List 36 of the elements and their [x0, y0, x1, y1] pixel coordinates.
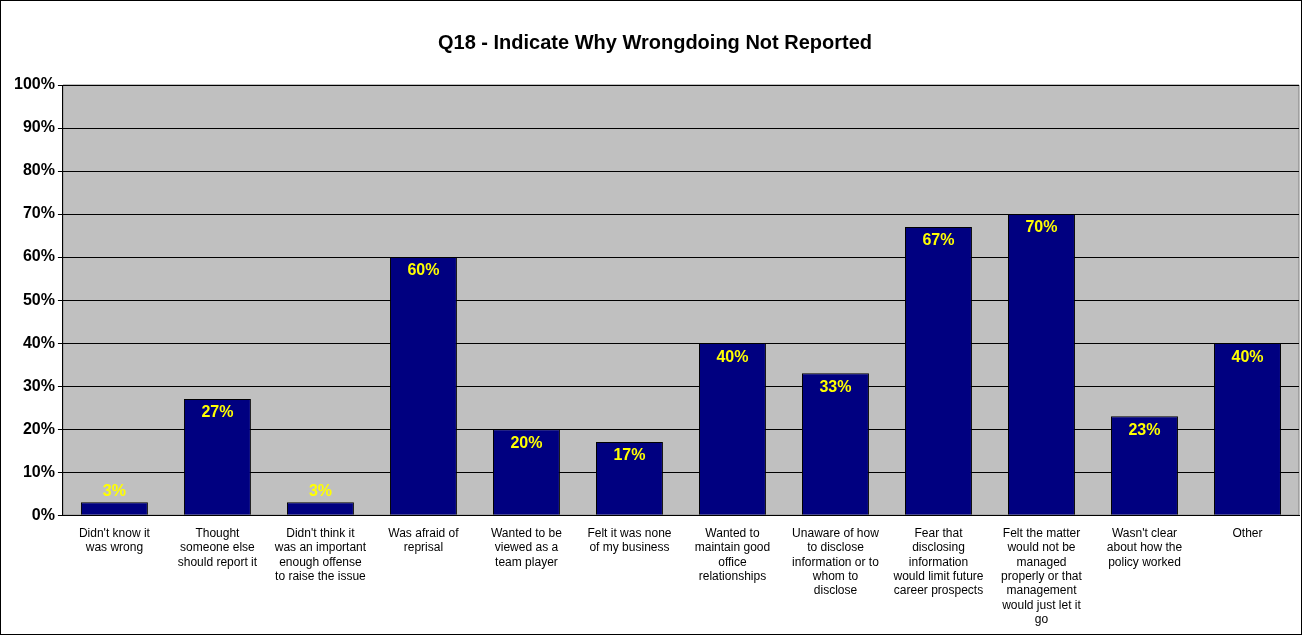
x-tick-label: Didn't think it was an important enough offense to raise the issue [273, 525, 367, 583]
data-label: 70% [1025, 218, 1058, 236]
y-tick-label: 90% [22, 118, 55, 136]
y-tick-label: 10% [22, 462, 55, 480]
y-tick-label: 30% [22, 376, 55, 394]
data-label: 33% [819, 377, 852, 395]
x-tick-label: Thought someone else should report it [177, 525, 258, 569]
data-label: 17% [613, 446, 646, 464]
y-tick-label: 0% [31, 505, 55, 523]
chart-title: Q18 - Indicate Why Wrongdoing Not Reported [437, 30, 873, 53]
data-label: 40% [716, 347, 749, 365]
x-tick-label: Unaware of how to disclose information or to whom to disclose [792, 525, 880, 598]
data-label: 60% [407, 261, 440, 279]
x-tick-label: Wasn't clear about how the policy worked [1106, 525, 1183, 569]
y-tick-label: 100% [14, 75, 55, 93]
x-tick-label: Was afraid of reprisal [388, 525, 460, 555]
x-tick-label: Wanted to maintain good office relationships [694, 525, 771, 583]
y-tick-label: 60% [22, 247, 55, 265]
data-label: 3% [102, 481, 126, 499]
y-tick-label: 50% [22, 290, 55, 308]
y-tick-label: 70% [22, 204, 55, 222]
data-label: 27% [201, 403, 234, 421]
data-label: 23% [1128, 420, 1161, 438]
y-tick-label: 80% [22, 161, 55, 179]
x-tick-label: Wanted to be viewed as a team player [490, 525, 563, 569]
x-tick-label: Fear that disclosing information would limit future career prospects [892, 525, 984, 598]
x-tick-label: Didn't know it was wrong [78, 525, 151, 555]
data-label: 67% [922, 231, 955, 249]
data-label: 40% [1231, 347, 1264, 365]
x-tick-label: Other [1232, 525, 1263, 540]
data-label: 20% [510, 433, 543, 451]
data-label: 3% [308, 481, 332, 499]
x-tick-label: Felt the matter would not be managed properly or that management would just let it go [1001, 525, 1083, 627]
y-tick-label: 20% [22, 419, 55, 437]
y-tick-label: 40% [22, 333, 55, 351]
x-tick-label: Felt it was none of my business [587, 525, 672, 555]
